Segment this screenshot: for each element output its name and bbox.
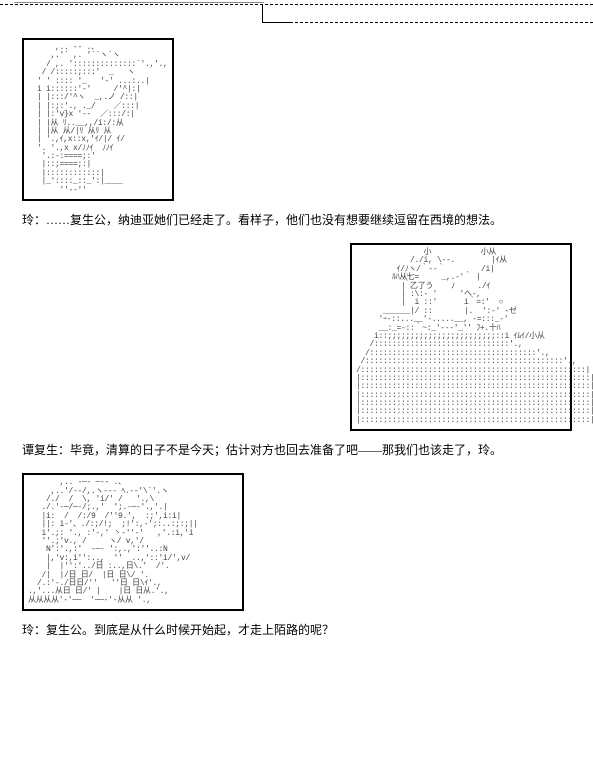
top-right-dash [290, 22, 593, 23]
speaker-3: 玲 [22, 623, 34, 637]
text-3: 复生公。到底是从什么时候开始起，才走上陌路的呢？ [46, 623, 334, 637]
ascii-panel-2: 小 小从 /./i, \--. |ｲ从 ｲ/ﾉヽ/｀--｀ /i| ﾙﾊ从҉七=… [350, 243, 572, 431]
page-container: ,.. -- .、 ,.'´ ,. '´`ヽ`ヽ / ,. ':::::::::… [0, 0, 593, 663]
dialogue-line-2: 谭复生：毕竟，清算的日子不是今天；估计对方也回去准备了吧——那我们也该走了，玲。 [22, 441, 571, 459]
dialogue-line-3: 玲：复生公。到底是从什么时候开始起，才走上陌路的呢？ [22, 621, 571, 639]
ascii-panel-1: ,.. -- .、 ,.'´ ,. '´`ヽ`ヽ / ,. ':::::::::… [22, 38, 174, 201]
ascii-art-2: 小 小从 /./i, \--. |ｲ从 ｲ/ﾉヽ/｀--｀ /i| ﾙﾊ从҉七=… [356, 249, 566, 425]
dialogue-line-1: 玲：……复生公，纳迪亚她们已经走了。看样子，他们也没有想要继续逗留在西境的想法。 [22, 211, 571, 229]
top-decoration [0, 0, 593, 28]
ascii-panel-3: ,.. -─- ─-- .、 ,..'/--/,.ヽ--- ﾍ.--'\`'.ヽ… [22, 473, 244, 611]
sep-2: ： [58, 443, 70, 457]
text-1: ……复生公，纳迪亚她们已经走了。看样子，他们也没有想要继续逗留在西境的想法。 [46, 213, 502, 227]
top-step-box [262, 4, 291, 23]
top-dash-line [0, 4, 593, 5]
speaker-2: 谭复生 [22, 443, 58, 457]
text-2: 毕竟，清算的日子不是今天；估计对方也回去准备了吧——那我们也该走了，玲。 [70, 443, 502, 457]
speaker-1: 玲 [22, 213, 34, 227]
sep-1: ： [34, 213, 46, 227]
ascii-art-3: ,.. -─- ─-- .、 ,..'/--/,.ヽ--- ﾍ.--'\`'.ヽ… [28, 479, 238, 605]
top-inner-line [14, 2, 264, 3]
ascii-art-1: ,.. -- .、 ,.'´ ,. '´`ヽ`ヽ / ,. ':::::::::… [28, 44, 168, 195]
sep-3: ： [34, 623, 46, 637]
